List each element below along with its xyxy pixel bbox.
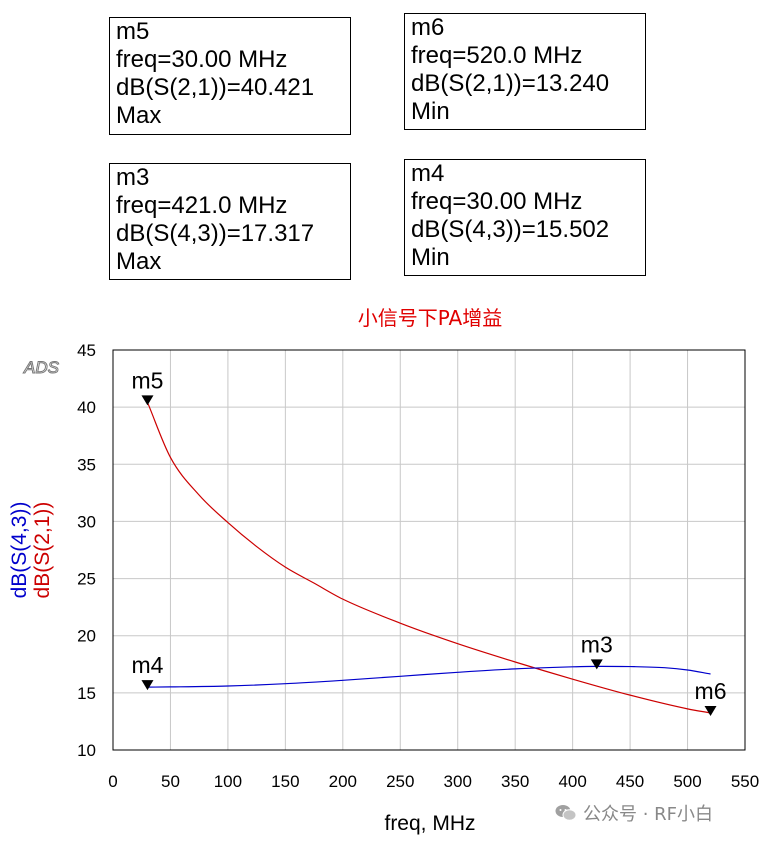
y-axis-label-s43: dB(S(4,3)): [8, 502, 31, 599]
marker-label-m4: m4: [131, 652, 163, 678]
y-axis-label-s21: dB(S(2,1)): [31, 502, 54, 599]
y-tick-label: 20: [77, 627, 96, 646]
x-tick-label: 350: [501, 772, 529, 791]
series-line-s21: [146, 402, 711, 714]
y-tick-label: 45: [77, 341, 96, 360]
ads-logo: ADS: [23, 358, 60, 377]
chart-title: 小信号下PA增益: [358, 306, 502, 330]
marker-triangle-m5: [141, 395, 154, 406]
marker-name: m3: [116, 164, 150, 191]
marker-freq: freq=421.0 MHz: [116, 192, 288, 219]
x-tick-label: 150: [271, 772, 299, 791]
marker-readout-m5: m5 freq=30.00 MHz dB(S(2,1))=40.421 Max: [109, 17, 351, 135]
y-tick-label: 30: [77, 512, 96, 531]
x-tick-label: 550: [731, 772, 759, 791]
marker-label-m5: m5: [131, 367, 163, 393]
marker-triangle-m3: [590, 659, 603, 670]
x-tick-label: 400: [558, 772, 586, 791]
wechat-icon: [555, 804, 577, 822]
marker-mode: Max: [116, 248, 162, 275]
marker-freq: freq=520.0 MHz: [411, 42, 583, 69]
x-tick-label: 500: [673, 772, 701, 791]
marker-mode: Min: [411, 98, 450, 125]
marker-readout-m3: m3 freq=421.0 MHz dB(S(4,3))=17.317 Max: [109, 163, 351, 280]
marker-name: m4: [411, 160, 445, 187]
marker-readout-m6: m6 freq=520.0 MHz dB(S(2,1))=13.240 Min: [404, 13, 646, 130]
y-tick-label: 35: [77, 455, 96, 474]
marker-name: m6: [411, 14, 445, 41]
marker-label-m3: m3: [581, 631, 613, 657]
y-tick-label: 10: [77, 741, 96, 760]
marker-triangle-m4: [141, 680, 154, 691]
x-tick-label: 300: [444, 772, 472, 791]
y-tick-label: 25: [77, 570, 96, 589]
marker-freq: freq=30.00 MHz: [411, 188, 583, 215]
marker-value: dB(S(2,1))=13.240: [411, 70, 610, 97]
x-axis-label: freq, MHz: [384, 812, 475, 835]
marker-value: dB(S(4,3))=15.502: [411, 216, 610, 243]
watermark-text: 公众号 · RF小白: [583, 804, 714, 825]
marker-value: dB(S(2,1))=40.421: [116, 74, 315, 101]
x-tick-label: 50: [161, 772, 180, 791]
x-tick-label: 250: [386, 772, 414, 791]
marker-name: m5: [116, 18, 150, 45]
x-tick-label: 450: [616, 772, 644, 791]
series-line-s43: [147, 665, 711, 688]
marker-freq: freq=30.00 MHz: [116, 46, 288, 73]
y-tick-label: 40: [77, 398, 96, 417]
x-tick-label: 200: [329, 772, 357, 791]
y-tick-label: 15: [77, 684, 96, 703]
marker-label-m6: m6: [695, 678, 727, 704]
marker-readout-m4: m4 freq=30.00 MHz dB(S(4,3))=15.502 Min: [404, 159, 646, 276]
watermark: 公众号 · RF小白: [555, 800, 713, 826]
marker-mode: Max: [116, 102, 162, 129]
x-tick-label: 100: [214, 772, 242, 791]
plot-frame: [112, 349, 746, 751]
marker-value: dB(S(4,3))=17.317: [116, 220, 315, 247]
marker-mode: Min: [411, 244, 450, 271]
marker-triangle-m6: [704, 705, 717, 716]
x-tick-label: 0: [108, 772, 117, 791]
